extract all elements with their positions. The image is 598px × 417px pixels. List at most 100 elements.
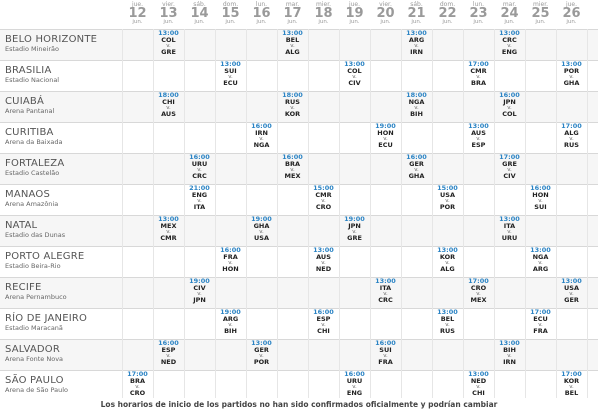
away-team: MEX (284, 172, 301, 180)
away-team: GER (564, 296, 579, 304)
versus-label: v. (321, 198, 326, 204)
versus-label: v. (352, 229, 357, 235)
home-team: ITA (503, 222, 516, 230)
match-cell[interactable]: 13:00 ITA v. URU (494, 216, 525, 242)
match-cell[interactable]: 13:00 AUS v. NED (308, 247, 339, 273)
match-time: 19:00 (251, 215, 272, 223)
away-team: CRC (192, 172, 207, 180)
match-cell[interactable]: 18:00 CHI v. AUS (153, 92, 184, 118)
day-number: 26 (562, 6, 581, 21)
match-time: 18:00 (406, 91, 427, 99)
day-header: mar. 24 jun. (494, 0, 525, 26)
home-team: ALG (564, 129, 579, 137)
match-cell[interactable]: 13:00 COL v. CIV (339, 61, 370, 87)
match-cell[interactable]: 15:00 USA v. POR (432, 185, 463, 211)
home-team: KOR (563, 377, 580, 385)
match-cell[interactable]: 17:00 GRE v. CIV (494, 154, 525, 180)
match-cell[interactable]: 16:00 BRA v. MEX (277, 154, 308, 180)
match-cell[interactable]: 13:00 POR v. GHA (556, 61, 587, 87)
home-team: COL (161, 36, 176, 44)
match-cell[interactable]: 13:00 NGA v. ARG (525, 247, 556, 273)
versus-label: v. (259, 229, 264, 235)
venue-city: CUIABÁ (5, 96, 44, 107)
day-number: 17 (283, 6, 302, 21)
away-team: NED (160, 358, 177, 366)
match-cell[interactable]: 17:00 KOR v. BEL (556, 371, 587, 397)
day-number: 24 (500, 6, 519, 21)
day-number: 16 (252, 6, 271, 21)
venue-row: BELO HORIZONTE Estadio Mineirão 13:00 COL v.… (0, 29, 598, 60)
match-cell[interactable]: 19:00 ARG v. BIH (215, 309, 246, 335)
match-cell[interactable]: 13:00 ITA v. CRC (370, 278, 401, 304)
versus-label: v. (197, 291, 202, 297)
venue-row: FORTALEZA Estadio Castelão 16:00 URU v. CRC 16… (0, 153, 598, 184)
versus-label: v. (476, 384, 481, 390)
match-cell[interactable]: 17:00 ALG v. RUS (556, 123, 587, 149)
match-time: 15:00 (437, 184, 458, 192)
column-divider (153, 29, 154, 398)
match-cell[interactable]: 16:00 SUI v. FRA (370, 340, 401, 366)
match-cell[interactable]: 15:00 CMR v. CRO (308, 185, 339, 211)
match-cell[interactable]: 13:00 AUS v. ESP (463, 123, 494, 149)
day-month: jun. (194, 19, 205, 25)
match-cell[interactable]: 13:00 GER v. POR (246, 340, 277, 366)
match-cell[interactable]: 16:00 IRN v. NGA (246, 123, 277, 149)
away-team: GRE (161, 48, 176, 56)
day-header: vier. 20 jun. (370, 0, 401, 26)
match-cell[interactable]: 16:00 URU v. ENG (339, 371, 370, 397)
match-cell[interactable]: 16:00 JPN v. COL (494, 92, 525, 118)
match-cell[interactable]: 13:00 BEL v. RUS (432, 309, 463, 335)
match-cell[interactable]: 18:00 RUS v. KOR (277, 92, 308, 118)
venue-city: BELO HORIZONTE (5, 34, 98, 45)
versus-label: v. (259, 136, 264, 142)
match-cell[interactable]: 13:00 ARG v. IRN (401, 30, 432, 56)
match-cell[interactable]: 13:00 NED v. CHI (463, 371, 494, 397)
home-team: SUI (224, 67, 237, 75)
column-divider (587, 29, 588, 398)
match-cell[interactable]: 21:00 ENG v. ITA (184, 185, 215, 211)
versus-label: v. (352, 384, 357, 390)
away-team: IRN (410, 48, 423, 56)
column-divider (246, 29, 247, 398)
match-cell[interactable]: 13:00 BIH v. IRN (494, 340, 525, 366)
column-divider (215, 29, 216, 398)
match-cell[interactable]: 19:00 CIV v. JPN (184, 278, 215, 304)
venue-city: BRASILIA (5, 65, 52, 76)
match-cell[interactable]: 17:00 CRO v. MEX (463, 278, 494, 304)
match-cell[interactable]: 13:00 KOR v. ALG (432, 247, 463, 273)
away-team: ECU (223, 79, 238, 87)
venue-city: RÍO DE JANEIRO (5, 313, 88, 324)
match-cell[interactable]: 17:00 ECU v. FRA (525, 309, 556, 335)
match-cell[interactable]: 18:00 NGA v. BIH (401, 92, 432, 118)
match-cell[interactable]: 13:00 USA v. GER (556, 278, 587, 304)
column-divider (432, 29, 433, 398)
match-cell[interactable]: 17:00 CMR v. BRA (463, 61, 494, 87)
day-weekday: jue. (131, 1, 144, 8)
day-weekday: jue. (348, 1, 361, 8)
day-weekday: vier. (162, 1, 175, 8)
match-cell[interactable]: 13:00 MEX v. CMR (153, 216, 184, 242)
venue-city: MANAOS (5, 189, 51, 200)
versus-label: v. (321, 322, 326, 328)
home-team: GER (409, 160, 424, 168)
home-team: URU (191, 160, 208, 168)
match-cell[interactable]: 17:00 BRA v. CRO (122, 371, 153, 397)
home-team: USA (564, 284, 579, 292)
match-cell[interactable]: 16:00 ESP v. CHI (308, 309, 339, 335)
match-cell[interactable]: 16:00 ESP v. NED (153, 340, 184, 366)
match-cell[interactable]: 16:00 GER v. GHA (401, 154, 432, 180)
match-cell[interactable]: 19:00 GHA v. USA (246, 216, 277, 242)
match-cell[interactable]: 16:00 HON v. SUI (525, 185, 556, 211)
match-cell[interactable]: 16:00 FRA v. HON (215, 247, 246, 273)
match-time: 13:00 (499, 215, 520, 223)
match-cell[interactable]: 19:00 HON v. ECU (370, 123, 401, 149)
match-cell[interactable]: 13:00 SUI v. ECU (215, 61, 246, 87)
match-cell[interactable]: 13:00 BEL v. ALG (277, 30, 308, 56)
match-cell[interactable]: 13:00 CRC v. ENG (494, 30, 525, 56)
home-team: ECU (533, 315, 548, 323)
home-team: URU (346, 377, 363, 385)
match-cell[interactable]: 19:00 JPN v. GRE (339, 216, 370, 242)
match-cell[interactable]: 16:00 URU v. CRC (184, 154, 215, 180)
match-cell[interactable]: 13:00 COL v. GRE (153, 30, 184, 56)
home-team: CRO (470, 284, 487, 292)
